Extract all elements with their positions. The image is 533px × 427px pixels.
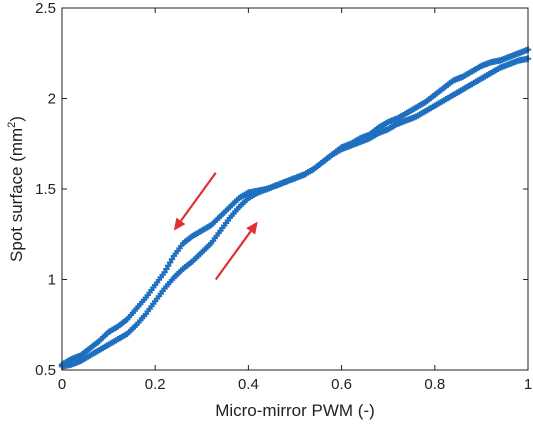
x-tick-label: 0.6 [331,376,352,393]
series-increasing [58,55,532,370]
arrow-shaft [179,172,217,222]
x-tick-label: 0.8 [424,376,445,393]
y-tick-label: 0.5 [35,362,56,379]
y-axis-label-superscript: 2 [6,122,18,128]
data-point [166,259,174,266]
x-tick-label: 0.2 [145,376,166,393]
arrow-shaft [214,230,252,281]
y-tick-label: 2.5 [35,0,56,17]
data-point [170,252,178,260]
x-axis-label: Micro-mirror PWM (-) [215,401,375,420]
data-point [165,262,172,269]
y-axis-label: Spot surface (mm2) [6,116,26,262]
axis-ticks: 0 0.2 0.4 0.6 0.8 1 0.5 1 1.5 2 2.5 [35,0,532,393]
data-points [58,46,532,370]
y-tick-label: 1.5 [35,181,56,198]
x-tick-label: 1 [524,376,532,393]
y-tick-label: 2 [48,91,56,108]
y-axis-label-close: ) [7,116,26,122]
x-tick-label: 0 [58,376,66,393]
y-axis-label-main: Spot surface (mm [7,128,26,262]
arrow-head [173,217,186,231]
direction-arrows [173,172,258,281]
series-decreasing [58,46,532,368]
x-tick-label: 0.4 [238,376,259,393]
direction-arrow [214,221,258,281]
arrow-head [246,221,258,235]
direction-arrow [173,172,217,231]
y-tick-label: 1 [48,272,56,289]
data-point [163,265,170,273]
data-point [168,256,176,263]
